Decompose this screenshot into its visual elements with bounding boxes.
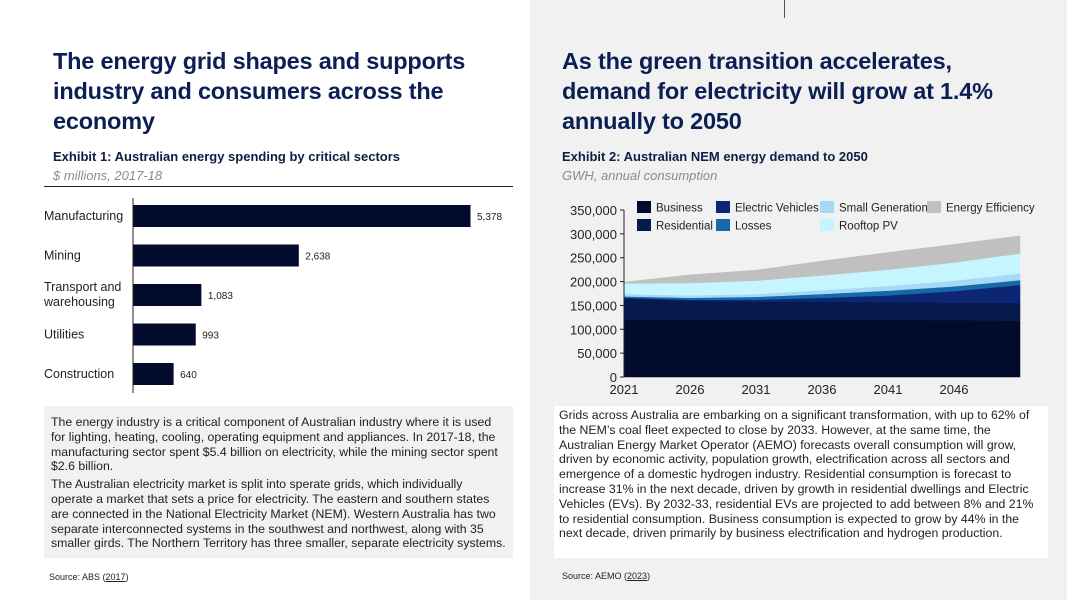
legend-label: Electric Vehicles [735, 203, 819, 215]
left-source-prefix: Source: ABS ( [49, 572, 106, 582]
bar-value-label: 1,083 [208, 291, 233, 302]
legend-item: Residential [637, 219, 713, 233]
y-tick-label: 0 [610, 370, 617, 385]
legend-swatch [716, 219, 730, 231]
right-source-suffix: ) [647, 571, 651, 581]
exhibit-2-title: Exhibit 2: Australian NEM energy demand … [562, 149, 868, 164]
bar-category-label: Construction [44, 367, 114, 381]
right-panel: As the green transition accelerates, dem… [530, 0, 1067, 600]
y-tick-label: 200,000 [570, 275, 617, 290]
left-paragraph-1: The energy industry is a critical compon… [51, 415, 498, 474]
bar-category-label-line: warehousing [43, 295, 115, 309]
x-tick-label: 2021 [610, 382, 639, 397]
legend-swatch [637, 201, 651, 213]
bar-category-label: Mining [44, 249, 81, 263]
legend-label: Small Generation [839, 203, 928, 215]
area-energy-efficiency [623, 235, 1021, 284]
y-tick-label: 300,000 [570, 227, 617, 242]
bar-category-label-line: Mining [44, 249, 81, 263]
left-paragraph-2: The Australian electricity market is spl… [51, 477, 506, 551]
right-paragraph: Grids across Australia are embarking on … [559, 408, 1034, 541]
bar-category-label: Transport and warehousing [43, 280, 121, 309]
legend-label: Energy Efficiency [946, 203, 1035, 215]
legend-item: Losses [716, 219, 772, 233]
legend-item: Business [637, 201, 703, 215]
legend-label: Residential [656, 221, 713, 233]
legend-swatch [716, 201, 730, 213]
y-tick-label: 100,000 [570, 322, 617, 337]
x-tick-label: 2036 [808, 382, 837, 397]
spending-bar-chart: 5,378 Manufacturing 2,638 Mining 1,083 Transp… [43, 198, 502, 393]
bar-category-label-line: Manufacturing [44, 209, 123, 223]
bar-value-label: 2,638 [305, 252, 330, 263]
left-source: Source: ABS (2017) [49, 572, 129, 582]
demand-area-chart: 0 50,000 100,000 150,000 200,000 250,000 300,0… [570, 201, 1035, 397]
bar-category-label-line: Transport and [44, 280, 121, 294]
exhibit-1-subtitle: $ millions, 2017-18 [53, 168, 163, 183]
legend-item: Energy Efficiency [927, 201, 1035, 215]
bar-manufacturing [133, 205, 471, 227]
x-tick-label: 2031 [742, 382, 771, 397]
bar-mining [133, 244, 299, 267]
y-tick-label: 350,000 [570, 203, 617, 218]
left-text-box: The energy industry is a critical compon… [44, 406, 513, 558]
right-text-box: Grids across Australia are embarking on … [554, 406, 1048, 558]
area-business [623, 319, 1021, 378]
x-tick-label: 2046 [940, 382, 969, 397]
legend-item: Rooftop PV [820, 219, 898, 233]
legend-swatch [637, 219, 651, 231]
right-source-prefix: Source: AEMO ( [562, 571, 628, 581]
bar-category-label-line: Construction [44, 367, 114, 381]
legend-label: Losses [735, 221, 772, 233]
top-divider-tick [784, 0, 785, 18]
legend-label: Rooftop PV [839, 221, 898, 233]
bar-category-label: Utilities [44, 328, 84, 342]
exhibit-1-title: Exhibit 1: Australian energy spending by… [53, 149, 401, 164]
left-panel: The energy grid shapes and supports indu… [0, 0, 530, 600]
right-source: Source: AEMO (2023) [562, 571, 650, 581]
legend-swatch [820, 201, 834, 213]
left-headline: The energy grid shapes and supports indu… [53, 48, 466, 134]
left-source-link[interactable]: 2017 [105, 572, 126, 582]
y-tick-label: 150,000 [570, 298, 617, 313]
left-source-suffix: ) [125, 572, 129, 582]
bar-category-label: Manufacturing [44, 209, 123, 223]
legend-swatch [927, 201, 941, 213]
bar-transport-and-warehousing [133, 284, 202, 306]
bar-construction [133, 363, 174, 385]
legend-swatch [820, 219, 834, 231]
y-tick-label: 50,000 [577, 346, 617, 361]
bar-utilities [133, 323, 196, 346]
bar-value-label: 993 [202, 331, 219, 342]
exhibit-2-subtitle: GWH, annual consumption [562, 168, 718, 183]
x-tick-label: 2026 [676, 382, 705, 397]
right-headline: As the green transition accelerates, dem… [562, 48, 993, 134]
right-source-link[interactable]: 2023 [627, 571, 648, 581]
x-tick-label: 2041 [874, 382, 903, 397]
bar-value-label: 640 [180, 370, 197, 381]
y-tick-label: 250,000 [570, 251, 617, 266]
legend-item: Electric Vehicles [716, 201, 819, 215]
bar-value-label: 5,378 [477, 212, 502, 223]
legend-label: Business [656, 203, 703, 215]
legend-item: Small Generation [820, 201, 928, 215]
bar-category-label-line: Utilities [44, 328, 84, 342]
exhibit-1-divider [44, 186, 513, 187]
